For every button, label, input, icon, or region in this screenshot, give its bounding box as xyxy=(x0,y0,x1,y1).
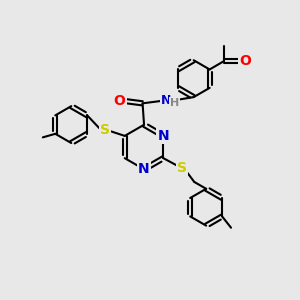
Text: O: O xyxy=(114,94,126,108)
Text: N: N xyxy=(161,94,172,107)
Text: N: N xyxy=(158,129,169,143)
Text: S: S xyxy=(100,123,110,137)
Text: H: H xyxy=(170,98,179,108)
Text: N: N xyxy=(138,162,150,176)
Text: S: S xyxy=(177,161,188,175)
Text: O: O xyxy=(239,54,251,68)
